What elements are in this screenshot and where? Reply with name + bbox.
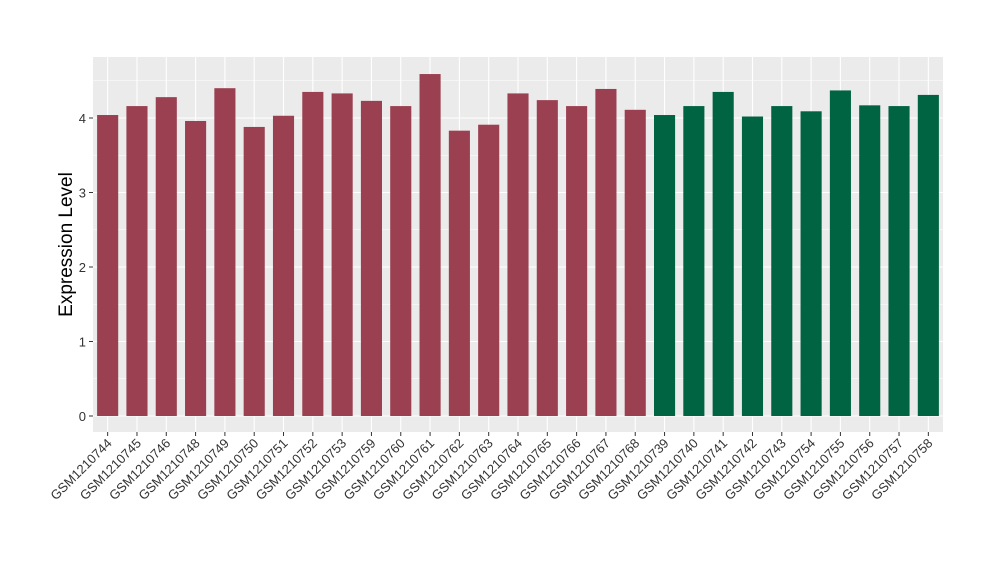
bar xyxy=(800,111,822,417)
y-tick-label: 3 xyxy=(79,186,86,201)
bar xyxy=(331,93,353,416)
bar xyxy=(243,126,265,416)
y-tick-label: 2 xyxy=(79,260,86,275)
bar xyxy=(390,106,412,416)
bar xyxy=(917,94,939,416)
bar xyxy=(536,100,558,417)
bar xyxy=(272,115,295,416)
y-axis: 0 1 2 3 4 xyxy=(79,111,93,424)
bar xyxy=(97,115,119,417)
bar xyxy=(566,106,588,416)
bar xyxy=(624,109,646,417)
y-axis-title: Expression Level xyxy=(56,172,77,317)
bar xyxy=(185,120,207,416)
bar xyxy=(419,74,441,417)
bar xyxy=(126,106,148,416)
bar xyxy=(595,88,617,416)
bar xyxy=(654,115,676,417)
bar xyxy=(155,97,177,416)
bar xyxy=(683,106,705,416)
bar xyxy=(302,91,324,417)
bar xyxy=(829,90,851,416)
bar xyxy=(448,130,470,417)
bar xyxy=(507,93,529,416)
bar xyxy=(859,105,881,417)
x-axis: GSM1210744GSM1210745GSM1210746GSM1210748… xyxy=(47,432,935,503)
bar xyxy=(771,106,793,416)
bar xyxy=(214,88,236,416)
y-tick-label: 0 xyxy=(79,409,86,424)
y-tick-label: 4 xyxy=(79,111,86,126)
bar xyxy=(360,100,382,417)
bar xyxy=(712,91,734,417)
bar xyxy=(478,124,500,416)
bar xyxy=(741,116,764,416)
bars xyxy=(97,74,939,417)
bar xyxy=(888,106,910,416)
y-tick-label: 1 xyxy=(79,335,86,350)
